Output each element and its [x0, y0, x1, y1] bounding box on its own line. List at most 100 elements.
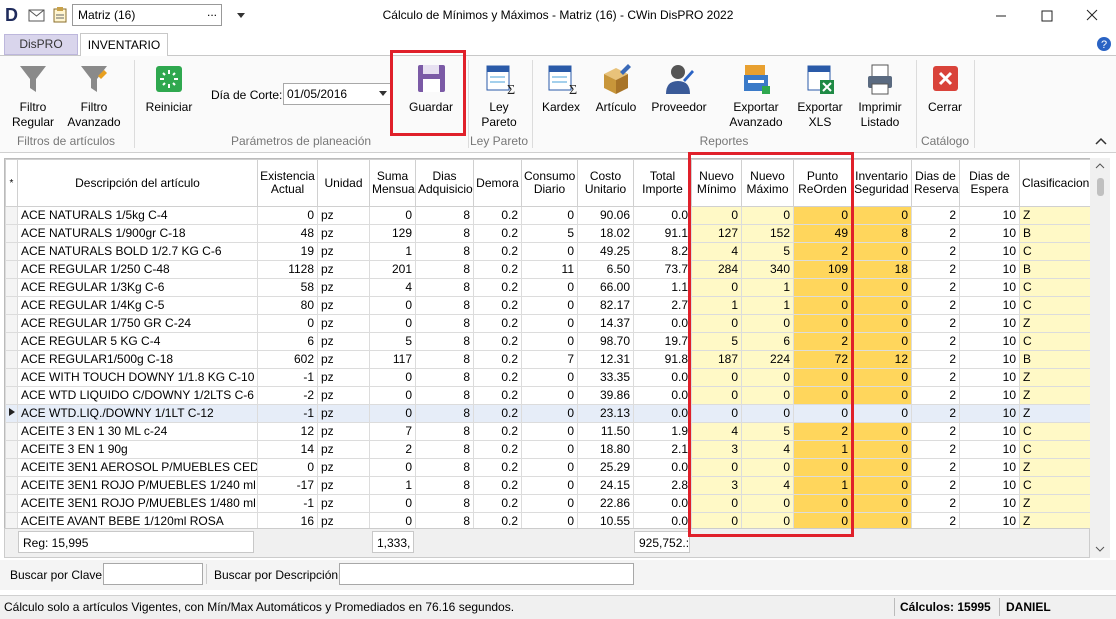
- column-header[interactable]: Costo Unitario: [577, 159, 634, 207]
- grid-cell: 0: [521, 494, 578, 513]
- grid-cell: 6: [257, 332, 318, 351]
- grid-row[interactable]: ACEITE 3EN1 ROJO P/MUEBLES 1/480 ml C-12…: [5, 494, 1091, 513]
- supplier-button[interactable]: Proveedor: [648, 62, 710, 115]
- ribbon-group-label: Catálogo: [920, 134, 970, 148]
- ribbon-collapse[interactable]: [1094, 136, 1108, 146]
- print-list-button[interactable]: Imprimir Listado: [852, 62, 908, 130]
- column-header[interactable]: Clasificacion: [1019, 159, 1091, 207]
- grid-cell: ACEITE AVANT BEBE 1/120ml ROSA: [17, 512, 258, 529]
- scroll-up[interactable]: [1095, 162, 1105, 170]
- grid-cell: C: [1019, 476, 1091, 495]
- grid-cell: 66.00: [577, 278, 634, 297]
- grid-row[interactable]: ACE REGULAR 1/750 GR C-24 0 pz 0 8 0.2 0 14.37 0…: [5, 314, 1091, 333]
- separator: [206, 564, 207, 584]
- grid-cell: 0: [851, 422, 912, 441]
- column-header[interactable]: Suma Mensual: [369, 159, 416, 207]
- column-header[interactable]: Descripción del artículo: [17, 159, 258, 207]
- grid-cell: 8: [415, 314, 474, 333]
- highlight-box: [688, 152, 854, 537]
- window-controls[interactable]: [990, 6, 1110, 26]
- grid-cell: -17: [257, 476, 318, 495]
- close-button[interactable]: Cerrar: [922, 62, 968, 115]
- grid-cell: 0: [851, 386, 912, 405]
- grid-row[interactable]: ACE REGULAR 1/3Kg C-6 58 pz 4 8 0.2 0 66.00 1.1 0…: [5, 278, 1091, 297]
- tab-active[interactable]: INVENTARIO: [80, 33, 168, 56]
- column-header[interactable]: Dias de Reserva: [911, 159, 960, 207]
- grid-cell: pz: [317, 206, 370, 225]
- grid-cell: 0.2: [473, 296, 522, 315]
- grid-row[interactable]: ACEITE 3 EN 1 90g 14 pz 2 8 0.2 0 18.80 2.1 3 4 1 0 2…: [5, 440, 1091, 459]
- reset-button[interactable]: Reiniciar: [140, 62, 198, 115]
- grid-cell: 0.2: [473, 494, 522, 513]
- grid-cell: 2.1: [633, 440, 692, 459]
- column-header[interactable]: Consumo Diario: [521, 159, 578, 207]
- column-header[interactable]: Dias Adquisicion: [415, 159, 474, 207]
- grid-row[interactable]: ACEITE 3 EN 1 30 ML c-24 12 pz 7 8 0.2 0 11.50 1…: [5, 422, 1091, 441]
- grid-row[interactable]: ACEITE 3EN1 ROJO P/MUEBLES 1/240 ml C-12…: [5, 476, 1091, 495]
- cutoff-date-picker[interactable]: 01/05/2016: [283, 83, 391, 105]
- column-header[interactable]: Total Importe: [633, 159, 692, 207]
- notes-icon[interactable]: [52, 6, 70, 24]
- column-header[interactable]: Inventario Seguridad: [851, 159, 912, 207]
- column-header[interactable]: Existencia Actual: [257, 159, 318, 207]
- grid-cell: 0: [521, 242, 578, 261]
- quick-access-dropdown[interactable]: [236, 12, 246, 20]
- grid-row[interactable]: ACE NATURALS BOLD 1/2.7 KG C-6 19 pz 1 8 0.2 0…: [5, 242, 1091, 261]
- column-header[interactable]: Demora: [473, 159, 522, 207]
- grid-cell: 82.17: [577, 296, 634, 315]
- tab[interactable]: DisPRO: [4, 34, 78, 55]
- grid-cell: 18.02: [577, 224, 634, 243]
- pareto-button[interactable]: Σ Ley Pareto: [472, 62, 526, 130]
- export-xls-button[interactable]: Exportar XLS: [794, 62, 846, 130]
- column-header[interactable]: Unidad: [317, 159, 370, 207]
- filter-advanced-button[interactable]: Filtro Avanzado: [64, 62, 124, 130]
- grid-cell: 0.0: [633, 368, 692, 387]
- grid-row[interactable]: ACE WTD.LIQ./DOWNY 1/1LT C-12 -1 pz 0 8 0.2 0 2…: [5, 404, 1091, 423]
- help-icon[interactable]: ?: [1096, 36, 1112, 52]
- grid-cell: pz: [317, 278, 370, 297]
- mail-icon[interactable]: [28, 9, 46, 23]
- grid-cell: 12.31: [577, 350, 634, 369]
- grid-cell: 0: [369, 386, 416, 405]
- save-button[interactable]: Guardar: [398, 62, 464, 115]
- search-description-input[interactable]: [339, 563, 634, 585]
- row-indicator: [5, 386, 18, 405]
- column-header[interactable]: Dias de Espera: [959, 159, 1020, 207]
- grid-table: * Descripción del artículo Existencia Actu…: [5, 159, 1091, 529]
- matrix-selector[interactable]: Matriz (16) ...: [72, 4, 222, 26]
- grid-row[interactable]: ACE NATURALS 1/5kg C-4 0 pz 0 8 0.2 0 90.06 0.0 0…: [5, 206, 1091, 225]
- article-button[interactable]: Artículo: [590, 62, 642, 115]
- grid-cell: 25.29: [577, 458, 634, 477]
- filter-regular-button[interactable]: Filtro Regular: [8, 62, 58, 130]
- search-code-input[interactable]: [103, 563, 203, 585]
- grid-row[interactable]: ACE WTD LIQUIDO C/DOWNY 1/2LTS C-6 -2 pz 0 8…: [5, 386, 1091, 405]
- grid-cell: 18.80: [577, 440, 634, 459]
- grid-cell: 1: [369, 242, 416, 261]
- grid-row[interactable]: ACE REGULAR 5 KG C-4 6 pz 5 8 0.2 0 98.70 19.7 5 6…: [5, 332, 1091, 351]
- save-icon: [418, 65, 445, 92]
- row-indicator: [5, 476, 18, 495]
- grid-row[interactable]: ACEITE AVANT BEBE 1/120ml ROSA 16 pz 0 8 0.2 0…: [5, 512, 1091, 529]
- kardex-button[interactable]: Σ Kardex: [538, 62, 584, 115]
- grid-cell: 0.2: [473, 224, 522, 243]
- vertical-scrollbar[interactable]: [1090, 158, 1110, 558]
- scroll-thumb[interactable]: [1097, 178, 1104, 196]
- grid-cell: 0: [793, 458, 852, 477]
- column-header[interactable]: Nuevo Mínimo: [691, 159, 742, 207]
- grid-cell: 8: [415, 404, 474, 423]
- grid-row[interactable]: ACE REGULAR 1/250 C-48 1128 pz 201 8 0.2 11 6.5…: [5, 260, 1091, 279]
- grid-header-row: * Descripción del artículo Existencia Actu…: [5, 159, 1091, 207]
- matrix-selector-more[interactable]: ...: [206, 5, 217, 19]
- grid-row[interactable]: ACE REGULAR 1/4Kg C-5 80 pz 0 8 0.2 0 82.17 2.7 1…: [5, 296, 1091, 315]
- grid-row[interactable]: ACEITE 3EN1 AEROSOL P/MUEBLES CEDRO1/300…: [5, 458, 1091, 477]
- export-advanced-button[interactable]: Exportar Avanzado: [724, 62, 788, 130]
- grid-row[interactable]: ACE NATURALS 1/900gr C-18 48 pz 129 8 0.2 5 18.…: [5, 224, 1091, 243]
- column-header[interactable]: Punto ReOrden: [793, 159, 852, 207]
- grid-row[interactable]: ACE REGULAR1/500g C-18 602 pz 117 8 0.2 7 12.31…: [5, 350, 1091, 369]
- grid-cell: 10: [959, 440, 1020, 459]
- grid-cell: 109: [793, 260, 852, 279]
- grid-cell: 19: [257, 242, 318, 261]
- grid-cell: 2: [911, 422, 960, 441]
- grid-row[interactable]: ACE WITH TOUCH DOWNY 1/1.8 KG C-10 -1 pz 0 8…: [5, 368, 1091, 387]
- scroll-down[interactable]: [1095, 545, 1105, 553]
